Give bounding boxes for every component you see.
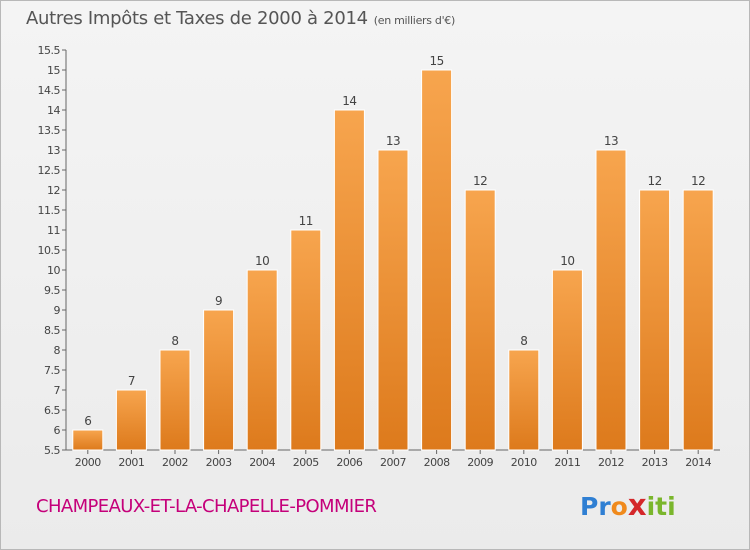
x-tick-label: 2003 (206, 456, 232, 469)
data-label: 15 (429, 54, 443, 68)
commune-name: CHAMPEAUX-ET-LA-CHAPELLE-POMMIER (36, 496, 377, 517)
bar (464, 189, 496, 451)
bar (508, 349, 540, 451)
data-label: 7 (128, 374, 135, 388)
logo-letter: r (598, 492, 611, 521)
x-tick-label: 2002 (162, 456, 188, 469)
bar (246, 269, 278, 451)
bar (333, 109, 365, 451)
x-tick-label: 2007 (380, 456, 406, 469)
bar (115, 389, 147, 451)
data-label: 10 (560, 254, 574, 268)
data-label: 12 (691, 174, 705, 188)
data-label: 9 (215, 294, 222, 308)
bar (421, 69, 453, 451)
y-tick-label: 11 (47, 224, 60, 237)
data-label: 12 (647, 174, 661, 188)
y-tick-label: 13 (47, 144, 60, 157)
x-tick-label: 2012 (598, 456, 624, 469)
y-tick-label: 9.5 (44, 284, 60, 297)
x-tick-label: 2013 (642, 456, 668, 469)
y-tick-label: 12 (47, 184, 60, 197)
x-tick-label: 2005 (293, 456, 319, 469)
data-label: 13 (386, 134, 400, 148)
y-tick-label: 10.5 (38, 244, 61, 257)
bar (639, 189, 671, 451)
data-label: 10 (255, 254, 269, 268)
bar (203, 309, 235, 451)
data-label: 6 (84, 414, 91, 428)
y-tick-label: 9 (54, 304, 61, 317)
y-tick-label: 8 (54, 344, 61, 357)
data-label: 14 (342, 94, 356, 108)
y-tick-label: 14.5 (38, 84, 61, 97)
bar (159, 349, 191, 451)
y-tick-label: 14 (47, 104, 60, 117)
y-tick-label: 15.5 (38, 44, 61, 57)
bar (72, 429, 104, 451)
chart-title: Autres Impôts et Taxes de 2000 à 2014 (en… (26, 8, 455, 29)
proxiti-logo: Proxiti (580, 488, 676, 522)
y-tick-label: 7 (54, 384, 61, 397)
data-label: 13 (604, 134, 618, 148)
logo-letter: i (646, 492, 656, 521)
bar (682, 189, 714, 451)
logo-letter: i (667, 492, 676, 521)
logo-letter: x (627, 488, 647, 522)
x-tick-label: 2010 (511, 456, 537, 469)
unit-label: (en milliers d'€) (373, 14, 455, 27)
title-text: Autres Impôts et Taxes de 2000 à 2014 (26, 8, 368, 29)
y-tick-label: 12.5 (38, 164, 61, 177)
y-tick-label: 15 (47, 64, 60, 77)
x-tick-label: 2011 (554, 456, 580, 469)
y-tick-label: 8.5 (44, 324, 60, 337)
y-tick-label: 11.5 (38, 204, 61, 217)
x-tick-label: 2014 (685, 456, 711, 469)
data-label: 8 (171, 334, 178, 348)
y-tick-label: 7.5 (44, 364, 60, 377)
x-tick-label: 2009 (467, 456, 493, 469)
bar (551, 269, 583, 451)
x-tick-label: 2001 (118, 456, 144, 469)
y-tick-label: 6 (54, 424, 61, 437)
y-tick-label: 13.5 (38, 124, 61, 137)
bar (377, 149, 409, 451)
data-label: 8 (520, 334, 527, 348)
logo-letter: o (610, 492, 628, 521)
data-label: 12 (473, 174, 487, 188)
x-tick-label: 2004 (249, 456, 275, 469)
bar (595, 149, 627, 451)
x-tick-label: 2006 (336, 456, 362, 469)
y-tick-label: 10 (47, 264, 60, 277)
logo-letter: P (580, 492, 599, 521)
data-label: 11 (299, 214, 313, 228)
x-tick-label: 2008 (424, 456, 450, 469)
y-tick-label: 6.5 (44, 404, 60, 417)
bar (290, 229, 322, 451)
y-tick-label: 5.5 (44, 444, 60, 457)
logo-letter: t (655, 492, 668, 521)
x-tick-label: 2000 (75, 456, 101, 469)
